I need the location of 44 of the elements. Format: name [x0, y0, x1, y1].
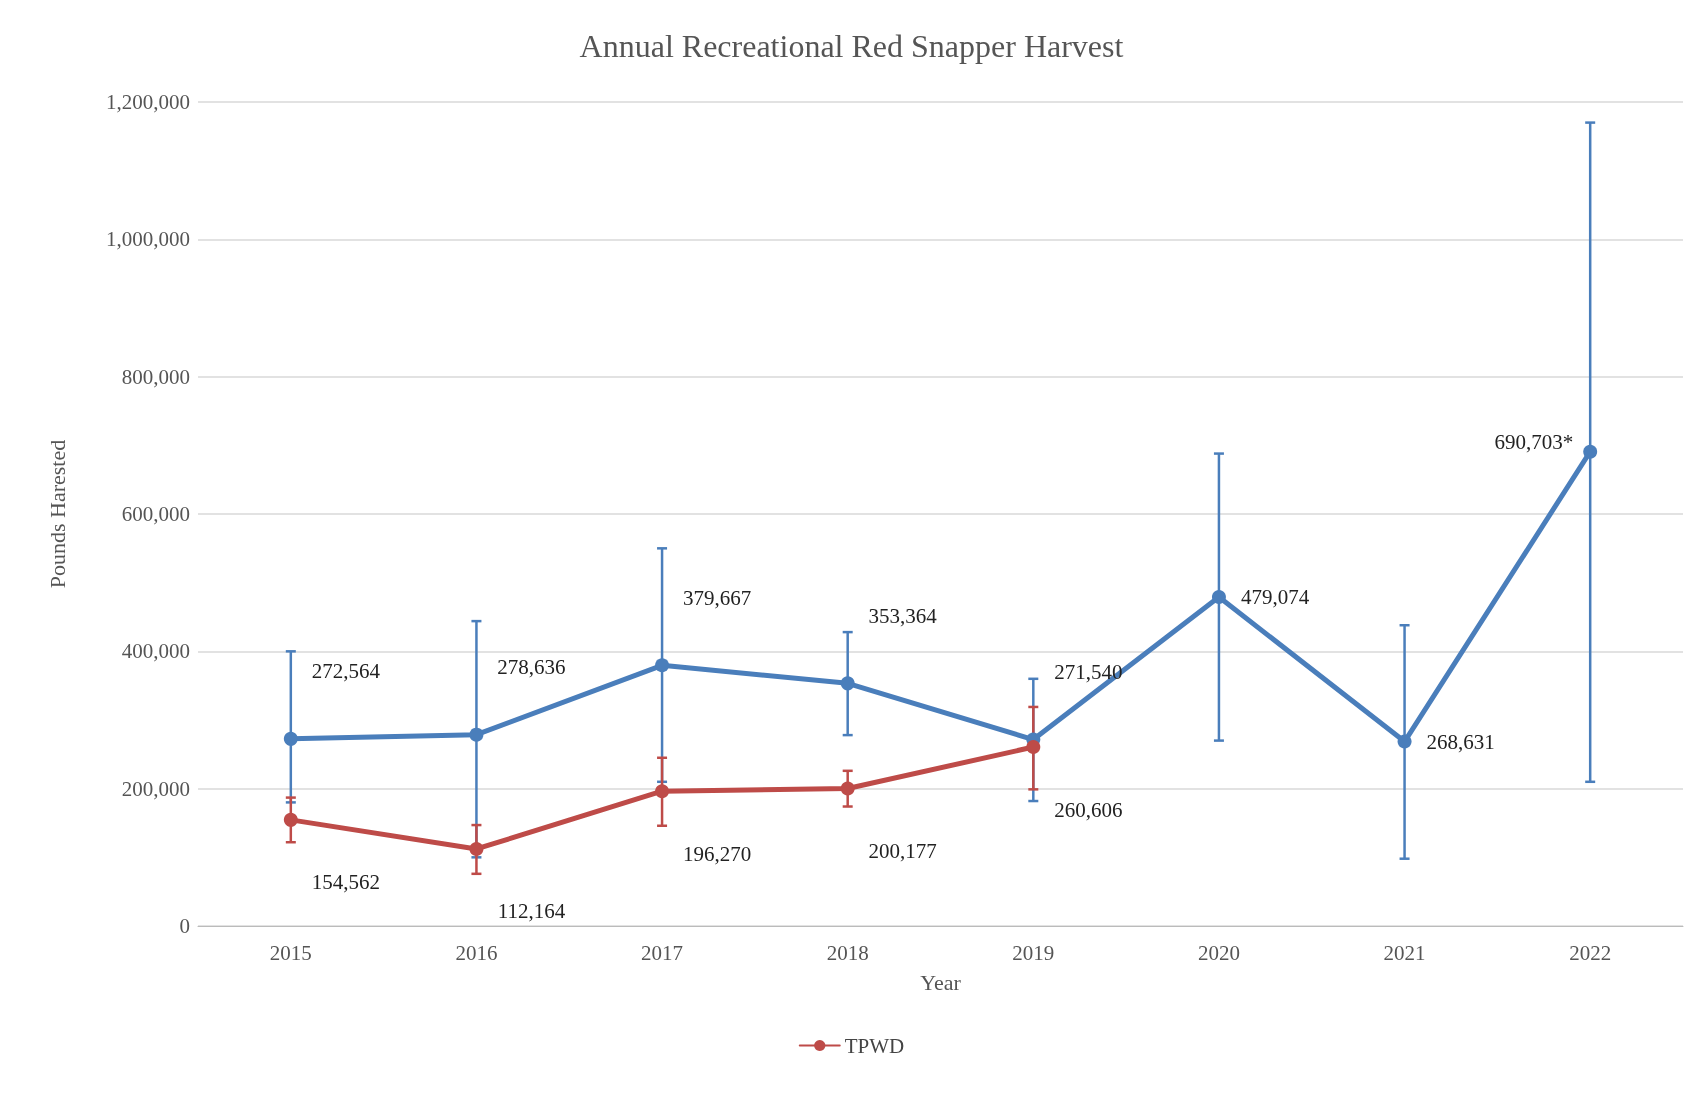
point: [655, 658, 670, 673]
x-tick-label: 2020: [1197, 940, 1240, 965]
point: [1211, 590, 1226, 605]
y-tick-label: 800,000: [121, 364, 190, 389]
data-label: 112,164: [497, 899, 566, 924]
data-label: 690,703*: [1494, 429, 1574, 454]
x-tick-label: 2022: [1569, 940, 1612, 965]
point: [840, 676, 855, 691]
chart-title: Annual Recreational Red Snapper Harvest: [579, 28, 1124, 64]
x-axis-title: Year: [920, 969, 962, 995]
point: [1583, 444, 1598, 459]
point: [1026, 740, 1041, 755]
y-tick-label: 1,200,000: [106, 90, 190, 114]
x-tick-label: 2015: [269, 940, 312, 965]
point: [283, 731, 298, 746]
point: [469, 841, 484, 856]
point: [1397, 734, 1412, 749]
point: [655, 784, 670, 799]
data-label: 196,270: [682, 841, 752, 866]
data-label: 353,364: [868, 603, 938, 628]
x-tick-label: 2019: [1012, 940, 1055, 965]
point: [469, 727, 484, 742]
y-tick-label: 400,000: [121, 639, 190, 664]
data-label: 154,562: [311, 870, 380, 895]
point: [840, 781, 855, 796]
y-tick-label: 0: [179, 914, 190, 938]
data-label: 268,631: [1426, 729, 1495, 754]
y-tick-label: 600,000: [121, 502, 190, 526]
x-tick-label: 2016: [455, 940, 498, 965]
data-label: 272,564: [311, 659, 381, 684]
legend-label: TPWD: [844, 1033, 905, 1058]
y-tick-label: 200,000: [121, 776, 190, 801]
x-tick-label: 2021: [1383, 940, 1426, 965]
y-axis-title: Pounds Harested: [44, 439, 70, 589]
point: [283, 812, 298, 827]
x-tick-label: 2018: [826, 940, 869, 965]
data-label: 200,177: [868, 839, 937, 864]
data-label: 379,667: [682, 585, 752, 610]
x-tick-label: 2017: [641, 940, 684, 965]
y-tick-label: 1,000,000: [106, 227, 190, 252]
data-label: 271,540: [1054, 660, 1123, 685]
data-label: 479,074: [1240, 585, 1310, 610]
data-label: 278,636: [497, 655, 566, 680]
data-label: 260,606: [1054, 797, 1123, 822]
